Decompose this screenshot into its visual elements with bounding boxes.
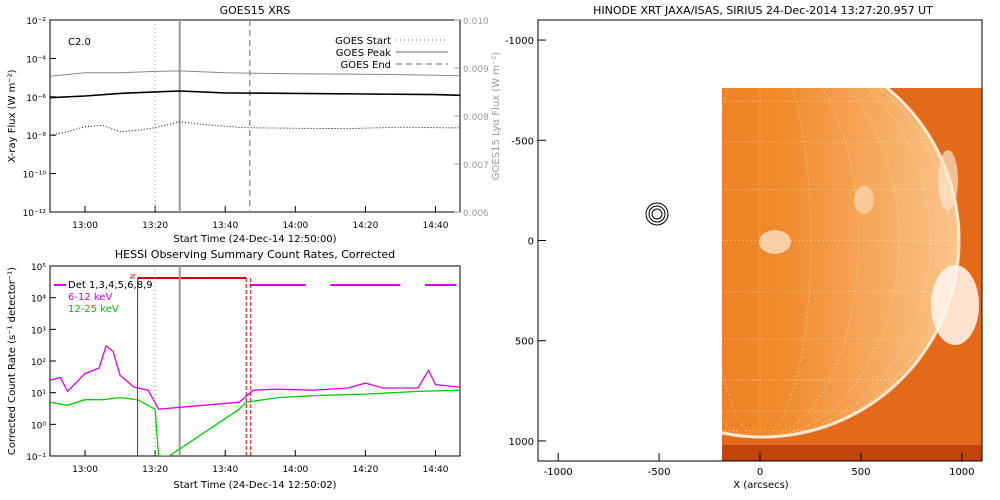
xrt-heliographic-grid — [722, 88, 957, 438]
goes-frame — [49, 19, 461, 213]
hessi-series-612kev — [50, 344, 460, 410]
goes-legend-peak-label: GOES Peak — [336, 48, 391, 59]
hessi-series-1225kev — [50, 389, 460, 456]
hessi-legend-high-label: 12-25 keV — [68, 304, 119, 315]
goes-x-tick-label: 13:20 — [142, 221, 168, 231]
hessi-y-tick-label: 10⁴ — [31, 295, 46, 305]
hessi-x-tick-label: 13:00 — [72, 465, 98, 475]
xrt-x-tick-label: -1000 — [544, 467, 573, 478]
goes-legend-end-label: GOES End — [341, 60, 391, 71]
xrt-solar-disk — [722, 88, 959, 437]
xrt-bottom-strip — [722, 445, 982, 461]
goes-ylabel-left: X-ray Flux (W m⁻²) — [7, 69, 18, 162]
goes-class-label: C2.0 — [68, 37, 91, 48]
goes-xlabel: Start Time (24-Dec-14 12:50:00) — [173, 234, 336, 245]
hessi-title: HESSI Observing Summary Count Rates, Cor… — [115, 248, 395, 261]
goes-series-ly — [50, 70, 460, 77]
xrt-active-region — [931, 265, 979, 345]
hessi-y-tick-label: 10⁵ — [31, 263, 46, 273]
goes-x-tick-label: 13:40 — [212, 221, 238, 231]
xrt-active-region — [854, 186, 874, 214]
hessi-y-tick-label: 10⁰ — [31, 421, 46, 431]
goes-y-tick-label: 10⁻¹⁰ — [23, 171, 47, 181]
goes-ylabel-right: GOES15 Lyα Flux (W m⁻²) — [491, 52, 502, 180]
hessi-x-tick-label: 13:40 — [212, 465, 238, 475]
xrt-image — [722, 88, 982, 461]
xrt-xlabel: X (arcsecs) — [733, 480, 789, 491]
xrt-y-tick-label: 0 — [528, 237, 534, 248]
goes-title: GOES15 XRS — [220, 4, 291, 17]
goes-y2-tick-label: 0.008 — [463, 113, 489, 123]
xrt-longitude-line — [759, 88, 859, 438]
xrt-longitude-line — [759, 88, 931, 438]
xrt-y-tick-label: -500 — [511, 136, 534, 147]
hessi-legend-det-label: Det 1,3,4,5,6,8,9 — [68, 280, 153, 291]
goes-y-tick-label: 10⁻¹² — [23, 209, 47, 219]
xrt-longitude-line — [759, 88, 951, 438]
hessi-y-tick-label: 10¹ — [31, 390, 46, 400]
hessi-flag-label: N — [129, 274, 137, 279]
xrt-y-tick-label: 1000 — [509, 437, 534, 448]
hessi-xlabel: Start Time (24-Dec-14 12:50:02) — [173, 480, 336, 491]
hessi-panel: HESSI Observing Summary Count Rates, Cor… — [7, 248, 461, 491]
xrt-y-tick-label: -1000 — [505, 36, 534, 47]
xrt-contour-ring — [645, 202, 669, 226]
xrt-axes: -1000 1000 -500 500 0 0 500 -500 1000 -1000 — [505, 36, 975, 478]
xrt-limb-glow — [722, 88, 961, 439]
hessi-legend-low-label: 6-12 keV — [68, 292, 112, 303]
hessi-ylabel: Corrected Count Rate (s⁻¹ detector⁻¹) — [7, 267, 18, 455]
xrt-x-tick-label: 1000 — [949, 467, 974, 478]
goes-y2-tick-label: 0.009 — [463, 65, 489, 75]
xrt-active-region — [759, 230, 791, 254]
xrt-y-tick-label: 500 — [515, 337, 534, 348]
xrt-panel: HINODE XRT JAXA/ISAS, SIRIUS 24-Dec-2014… — [505, 4, 983, 491]
goes-x-tick-label: 14:20 — [352, 221, 378, 231]
goes-plot-area — [50, 20, 460, 212]
hessi-y-tick-label: 10² — [31, 358, 46, 368]
xrt-title: HINODE XRT JAXA/ISAS, SIRIUS 24-Dec-2014… — [593, 4, 933, 17]
goes-x-axis: 13:00 13:20 13:40 14:00 14:20 14:40 — [72, 206, 449, 231]
goes-left-axis: 10⁻² 10⁻⁴ 10⁻⁶ 10⁻⁸ 10⁻¹⁰ 10⁻¹² — [23, 17, 56, 219]
hessi-x-tick-label: 14:40 — [423, 465, 449, 475]
hessi-legend: Det 1,3,4,5,6,8,9 6-12 keV 12-25 keV — [54, 280, 153, 315]
goes-y2-tick-label: 0.007 — [463, 161, 489, 171]
hessi-y-tick-label: 10³ — [31, 326, 46, 336]
goes-x-tick-label: 14:00 — [282, 221, 308, 231]
hessi-y-axis: 10⁵ 10⁴ 10³ 10² 10¹ 10⁰ 10⁻¹ — [26, 263, 56, 463]
xrt-rhessi-contours — [645, 202, 669, 226]
xrt-contour-ring — [648, 205, 666, 223]
hessi-plot-area — [50, 266, 460, 456]
goes-series-long — [50, 90, 460, 99]
goes-legend: GOES Start GOES Peak GOES End — [335, 36, 448, 71]
xrt-x-tick-label: 0 — [757, 467, 763, 478]
hessi-x-tick-label: 14:20 — [352, 465, 378, 475]
goes-legend-start-label: GOES Start — [335, 36, 391, 47]
goes-panel: GOES15 XRS 10⁻² 10⁻⁴ 10⁻⁶ 10⁻⁸ 10⁻¹⁰ 10⁻¹² 0.… — [7, 4, 502, 245]
hessi-x-tick-label: 14:00 — [282, 465, 308, 475]
xrt-x-tick-label: -500 — [648, 467, 671, 478]
hessi-x-tick-label: 13:20 — [142, 465, 168, 475]
xrt-active-region — [938, 150, 958, 210]
goes-y-tick-label: 10⁻⁴ — [26, 55, 46, 65]
goes-y2-tick-label: 0.010 — [463, 17, 489, 27]
goes-right-axis: 0.010 0.009 0.008 0.007 0.006 — [454, 17, 489, 219]
goes-y-tick-label: 10⁻⁸ — [26, 132, 46, 142]
goes-x-tick-label: 13:00 — [72, 221, 98, 231]
hessi-x-axis: 13:00 13:20 13:40 14:00 14:20 14:40 — [72, 450, 449, 475]
xrt-contour-ring — [651, 208, 663, 220]
goes-y2-tick-label: 0.006 — [463, 209, 489, 219]
goes-y-tick-label: 10⁻⁶ — [26, 94, 46, 104]
xrt-x-tick-label: 500 — [851, 467, 870, 478]
hessi-y-tick-label: 10⁻¹ — [26, 453, 46, 463]
goes-series-short — [50, 121, 460, 136]
goes-x-tick-label: 14:40 — [423, 221, 449, 231]
goes-y-tick-label: 10⁻² — [26, 17, 46, 27]
